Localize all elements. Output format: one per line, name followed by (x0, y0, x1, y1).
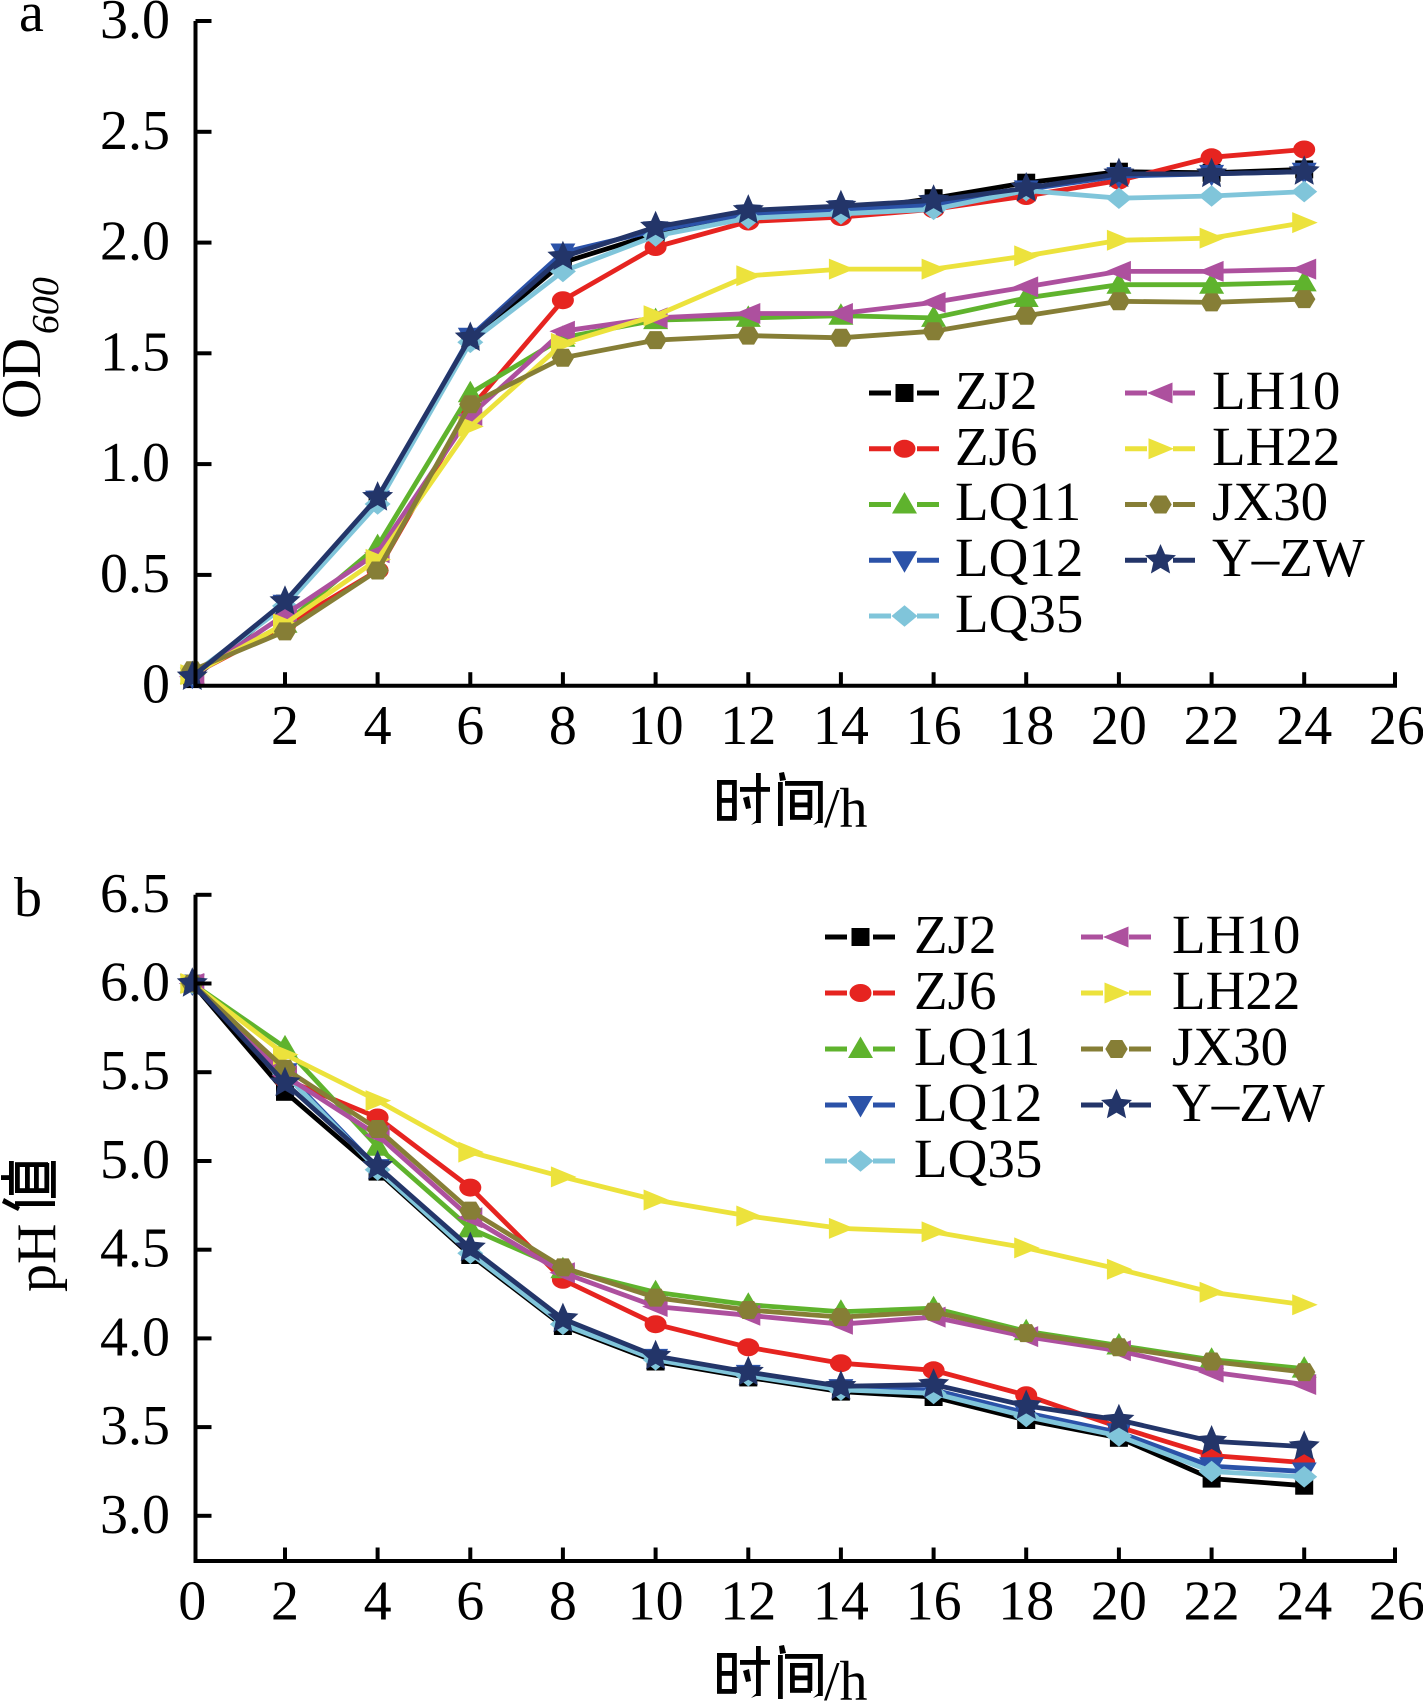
svg-text:1.0: 1.0 (100, 432, 170, 494)
svg-text:10: 10 (628, 695, 684, 757)
svg-text:22: 22 (1184, 1571, 1240, 1633)
svg-text:20: 20 (1091, 1571, 1147, 1633)
svg-text:b: b (14, 867, 42, 929)
svg-text:ZJ2: ZJ2 (955, 360, 1038, 421)
svg-text:0: 0 (178, 1571, 206, 1633)
svg-text:LH10: LH10 (1172, 904, 1300, 965)
svg-text:LQ35: LQ35 (955, 583, 1083, 644)
svg-text:3.0: 3.0 (100, 1484, 170, 1546)
svg-text:12: 12 (720, 1571, 776, 1633)
svg-text:6: 6 (456, 695, 484, 757)
svg-text:LH22: LH22 (1212, 416, 1340, 477)
svg-text:16: 16 (906, 695, 962, 757)
svg-text:4: 4 (364, 695, 392, 757)
svg-text:0.5: 0.5 (100, 543, 170, 605)
svg-text:4.5: 4.5 (100, 1218, 170, 1280)
svg-text:LH22: LH22 (1172, 960, 1300, 1021)
svg-text:/h: /h (824, 1651, 868, 1702)
svg-text:6.0: 6.0 (100, 952, 170, 1014)
svg-text:pH: pH (6, 1224, 68, 1292)
svg-text:26: 26 (1369, 695, 1423, 757)
svg-text:ZJ2: ZJ2 (914, 904, 997, 965)
svg-text:8: 8 (549, 695, 577, 757)
svg-text:2: 2 (271, 695, 299, 757)
svg-text:ZJ6: ZJ6 (914, 960, 997, 1021)
svg-text:2: 2 (271, 1571, 299, 1633)
svg-text:5.0: 5.0 (100, 1129, 170, 1191)
svg-text:18: 18 (998, 695, 1054, 757)
svg-text:26: 26 (1369, 1571, 1423, 1633)
svg-text:24: 24 (1276, 695, 1332, 757)
svg-text:JX30: JX30 (1172, 1016, 1288, 1077)
svg-text:5.5: 5.5 (100, 1040, 170, 1102)
svg-text:4.0: 4.0 (100, 1306, 170, 1368)
svg-text:16: 16 (906, 1571, 962, 1633)
svg-text:LQ35: LQ35 (914, 1128, 1042, 1189)
svg-text:14: 14 (813, 695, 869, 757)
svg-text:Y–ZW: Y–ZW (1212, 527, 1365, 588)
svg-text:Y–ZW: Y–ZW (1172, 1072, 1325, 1133)
svg-text:JX30: JX30 (1212, 471, 1328, 532)
svg-text:ZJ6: ZJ6 (955, 416, 1038, 477)
svg-text:a: a (19, 0, 44, 44)
svg-text:6: 6 (456, 1571, 484, 1633)
svg-text:18: 18 (998, 1571, 1054, 1633)
svg-text:LH10: LH10 (1212, 360, 1340, 421)
svg-text:0: 0 (142, 654, 170, 716)
svg-text:LQ11: LQ11 (955, 471, 1081, 532)
svg-text:1.5: 1.5 (100, 321, 170, 383)
svg-text:14: 14 (813, 1571, 869, 1633)
svg-text:10: 10 (628, 1571, 684, 1633)
svg-text:2.0: 2.0 (100, 211, 170, 273)
svg-text:22: 22 (1184, 695, 1240, 757)
svg-text:3.5: 3.5 (100, 1395, 170, 1457)
svg-text:20: 20 (1091, 695, 1147, 757)
svg-text:LQ12: LQ12 (914, 1072, 1042, 1133)
svg-text:LQ11: LQ11 (914, 1016, 1040, 1077)
svg-text:24: 24 (1276, 1571, 1332, 1633)
svg-text:6.5: 6.5 (100, 863, 170, 925)
svg-text:/h: /h (824, 778, 868, 840)
svg-text:2.5: 2.5 (100, 100, 170, 162)
svg-text:LQ12: LQ12 (955, 527, 1083, 588)
svg-text:3.0: 3.0 (100, 0, 170, 51)
svg-text:12: 12 (720, 695, 776, 757)
svg-text:8: 8 (549, 1571, 577, 1633)
svg-text:4: 4 (364, 1571, 392, 1633)
